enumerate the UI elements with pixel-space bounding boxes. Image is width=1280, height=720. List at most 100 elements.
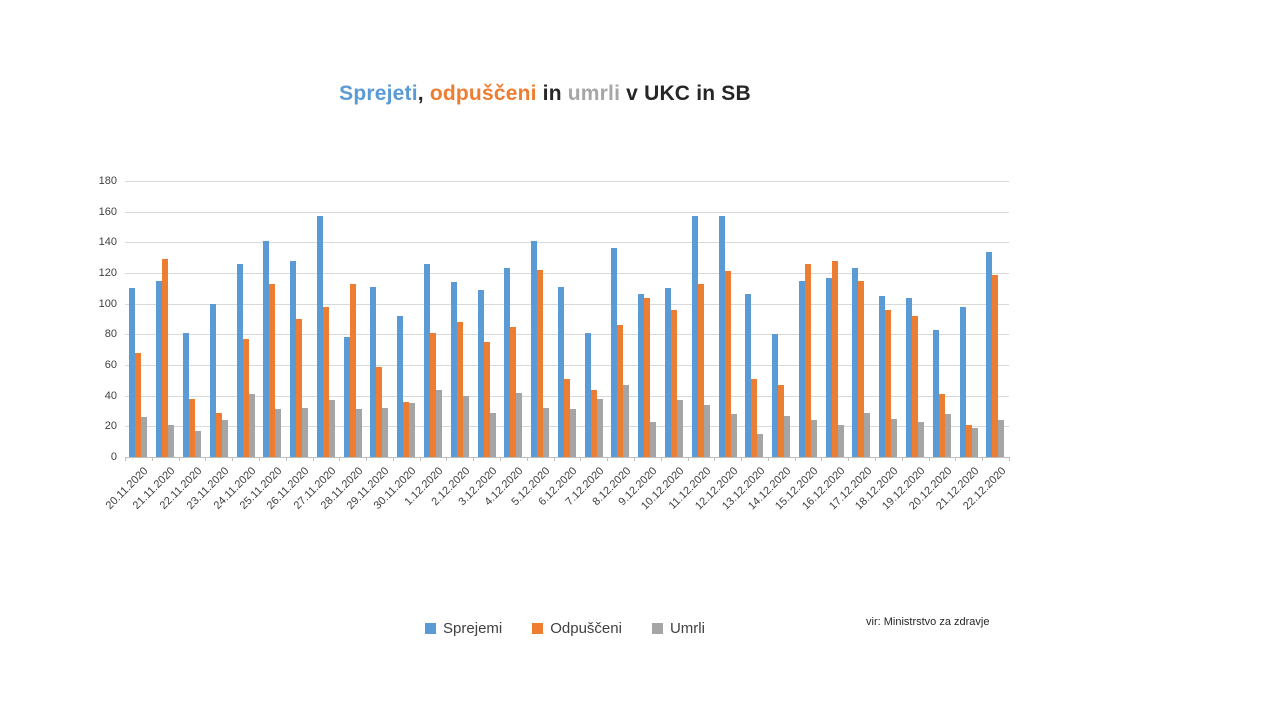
- bar-sprejemi: [665, 288, 672, 457]
- bar-umrli: [730, 414, 737, 457]
- bar-sprejemi: [343, 337, 350, 457]
- bar-sprejemi: [745, 294, 752, 457]
- x-axis-tick: [955, 457, 957, 461]
- x-axis-tick: [660, 457, 662, 461]
- bar-group: [125, 181, 152, 457]
- bar-odpusceni: [322, 306, 329, 457]
- source-note: vir: Ministrstvo za zdravje: [866, 616, 990, 628]
- x-axis-tick: [258, 457, 260, 461]
- x-axis-tick: [178, 457, 180, 461]
- bar-odpusceni: [376, 366, 383, 457]
- x-axis-tick: [875, 457, 877, 461]
- bar-sprejemi: [879, 296, 886, 457]
- x-axis-tick: [366, 457, 368, 461]
- bar-umrli: [677, 400, 684, 457]
- x-axis-tick: [339, 457, 341, 461]
- bar-sprejemi: [691, 216, 698, 457]
- bar-umrli: [998, 420, 1005, 457]
- x-axis-tick: [982, 457, 984, 461]
- bar-umrli: [784, 415, 791, 457]
- bar-umrli: [328, 400, 335, 457]
- bar-sprejemi: [316, 216, 323, 457]
- bar-odpusceni: [617, 325, 624, 457]
- bar-odpusceni: [912, 315, 919, 457]
- y-tick-label: 40: [104, 389, 117, 402]
- bar-group: [741, 181, 768, 457]
- bar-odpusceni: [456, 322, 463, 457]
- bar-group: [821, 181, 848, 457]
- bar-umrli: [703, 404, 710, 457]
- x-axis-tick: [714, 457, 716, 461]
- bar-sprejemi: [611, 248, 618, 457]
- x-axis-tick: [553, 457, 555, 461]
- bar-umrli: [409, 403, 416, 457]
- bar-sprejemi: [477, 289, 484, 457]
- chart-title-part: Sprejeti: [339, 82, 418, 105]
- gridline: [125, 334, 1009, 336]
- bar-odpusceni: [296, 319, 303, 457]
- bar-sprejemi: [531, 240, 538, 457]
- bar-sprejemi: [852, 268, 859, 457]
- x-axis-tick: [151, 457, 153, 461]
- bar-sprejemi: [504, 268, 511, 457]
- bar-odpusceni: [429, 332, 436, 457]
- y-tick-label: 80: [104, 328, 117, 341]
- bar-odpusceni: [804, 263, 811, 457]
- bar-odpusceni: [162, 259, 169, 457]
- gridline: [125, 273, 1009, 274]
- x-axis-tick: [848, 457, 850, 461]
- bar-group: [634, 181, 661, 457]
- bar-group: [339, 181, 366, 457]
- legend-item-odpusceni: Odpuščeni: [532, 620, 622, 637]
- bar-group: [179, 181, 206, 457]
- x-axis-tick: [767, 457, 769, 461]
- bar-group: [420, 181, 447, 457]
- legend-label: Odpuščeni: [550, 620, 622, 637]
- chart-title: Sprejeti, odpuščeni in umrli v UKC in SB: [0, 82, 1090, 106]
- bar-sprejemi: [986, 251, 993, 457]
- bar-group: [446, 181, 473, 457]
- bar-group: [232, 181, 259, 457]
- bar-umrli: [141, 417, 148, 457]
- x-axis-tick: [580, 457, 582, 461]
- bar-umrli: [596, 398, 603, 457]
- x-axis-tick: [633, 457, 635, 461]
- bar-umrli: [194, 430, 201, 457]
- legend-swatch-icon: [532, 623, 544, 634]
- bars-container: [125, 181, 1009, 457]
- legend-item-sprejemi: Sprejemi: [425, 620, 502, 637]
- y-tick-label: 20: [104, 420, 117, 433]
- y-tick-label: 120: [98, 267, 117, 279]
- bar-umrli: [971, 427, 978, 457]
- bar-group: [607, 181, 634, 457]
- bar-group: [554, 181, 581, 457]
- bar-sprejemi: [156, 280, 163, 457]
- x-axis-tick: [446, 457, 448, 461]
- x-axis-tick: [500, 457, 502, 461]
- bar-sprejemi: [263, 240, 270, 457]
- chart-title-part: in: [536, 82, 568, 105]
- bar-sprejemi: [638, 294, 645, 457]
- x-axis-tick: [392, 457, 394, 461]
- gridline: [125, 365, 1009, 366]
- bar-odpusceni: [885, 309, 892, 457]
- bar-umrli: [569, 409, 576, 457]
- bar-umrli: [462, 395, 469, 457]
- bar-odpusceni: [537, 269, 544, 457]
- bar-umrli: [944, 414, 951, 457]
- chart-title-part: ,: [417, 82, 430, 105]
- chart-title-part: odpuščeni: [429, 82, 537, 105]
- x-axis-tick: [687, 457, 689, 461]
- bar-odpusceni: [563, 378, 570, 457]
- bar-group: [661, 181, 688, 457]
- y-tick-label: 0: [110, 451, 117, 463]
- y-tick-label: 100: [98, 297, 117, 310]
- bar-umrli: [837, 424, 844, 457]
- x-axis-tick: [312, 457, 314, 461]
- bar-sprejemi: [772, 334, 779, 457]
- x-axis-tick: [928, 457, 930, 461]
- legend-swatch-icon: [651, 623, 663, 634]
- bar-group: [795, 181, 822, 457]
- bar-odpusceni: [483, 342, 490, 457]
- bar-group: [500, 181, 527, 457]
